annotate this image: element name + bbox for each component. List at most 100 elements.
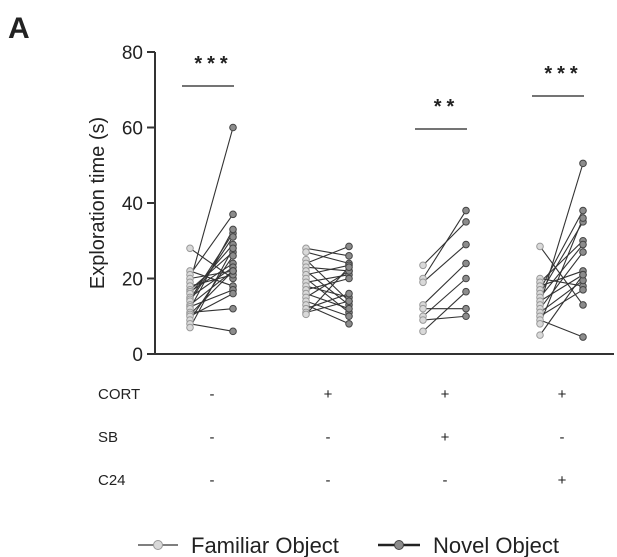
condition-value: + bbox=[441, 429, 450, 446]
group-1 bbox=[186, 123, 237, 336]
pair-line bbox=[539, 246, 584, 306]
condition-value: - bbox=[560, 429, 565, 446]
condition-value: - bbox=[326, 472, 331, 489]
novel-point bbox=[229, 123, 237, 132]
pair-line bbox=[539, 163, 584, 306]
y-tick-label: 40 bbox=[122, 194, 143, 215]
familiar-point bbox=[536, 242, 544, 251]
pair-line bbox=[422, 244, 467, 283]
novel-point bbox=[579, 301, 587, 309]
pair-line bbox=[305, 247, 350, 257]
legend-novel-marker bbox=[394, 540, 404, 550]
novel-point bbox=[462, 240, 470, 249]
novel-point bbox=[229, 289, 237, 298]
novel-point bbox=[462, 274, 470, 283]
pair-line bbox=[305, 270, 350, 306]
novel-point bbox=[345, 242, 353, 251]
pair-line bbox=[539, 270, 584, 287]
pair-line bbox=[189, 251, 234, 291]
familiar-point bbox=[419, 304, 427, 313]
novel-point bbox=[462, 287, 470, 296]
significance-layer: ******** bbox=[182, 53, 584, 130]
y-ticks: 0 20 40 60 80 bbox=[122, 43, 155, 366]
pair-line bbox=[189, 214, 234, 276]
novel-point bbox=[579, 214, 587, 222]
condition-value: - bbox=[326, 429, 331, 446]
novel-point bbox=[345, 263, 353, 271]
condition-value: + bbox=[324, 386, 333, 403]
pair-line bbox=[539, 251, 584, 310]
pair-line bbox=[539, 210, 584, 291]
pair-line bbox=[305, 245, 350, 264]
novel-point bbox=[229, 225, 237, 234]
novel-point bbox=[229, 210, 237, 219]
pair-line bbox=[422, 315, 467, 321]
condition-value: - bbox=[210, 386, 215, 403]
pair-line bbox=[189, 248, 234, 328]
condition-value: - bbox=[210, 472, 215, 489]
pair-line bbox=[422, 278, 467, 317]
pair-line bbox=[539, 240, 584, 283]
groups-layer bbox=[186, 123, 587, 341]
pair-line bbox=[189, 293, 234, 317]
y-tick-label: 60 bbox=[122, 119, 143, 140]
pair-line bbox=[305, 278, 350, 313]
familiar-point bbox=[186, 323, 194, 332]
group-2 bbox=[302, 242, 353, 328]
novel-point bbox=[579, 240, 587, 249]
novel-point bbox=[229, 327, 237, 336]
group-4 bbox=[536, 159, 587, 341]
pair-line bbox=[539, 274, 584, 336]
pair-line bbox=[189, 262, 234, 293]
novel-point bbox=[462, 259, 470, 268]
familiar-point bbox=[419, 261, 427, 270]
familiar-point bbox=[536, 331, 544, 339]
condition-label: CORT bbox=[98, 386, 140, 403]
condition-value: + bbox=[558, 472, 567, 489]
novel-point bbox=[579, 206, 587, 215]
novel-point bbox=[345, 320, 353, 328]
novel-point bbox=[579, 333, 587, 341]
pair-line bbox=[305, 266, 350, 315]
condition-value: + bbox=[558, 386, 567, 403]
pair-line bbox=[189, 229, 234, 309]
legend: Familiar Object Novel Object bbox=[138, 533, 559, 557]
novel-point bbox=[462, 312, 470, 321]
familiar-point bbox=[302, 248, 310, 256]
pair-line bbox=[189, 247, 234, 279]
novel-point bbox=[579, 286, 587, 294]
condition-value: - bbox=[210, 429, 215, 446]
condition-value: + bbox=[441, 386, 450, 403]
significance-stars: ** bbox=[434, 96, 460, 118]
significance-stars: *** bbox=[544, 63, 582, 85]
novel-point bbox=[462, 304, 470, 313]
familiar-point bbox=[302, 310, 310, 319]
conditions-table: CORT - + + + SB - - + - C24 - - - + bbox=[98, 386, 567, 489]
novel-point bbox=[229, 267, 237, 275]
pair-line bbox=[305, 259, 350, 302]
novel-point bbox=[229, 304, 237, 313]
novel-point bbox=[345, 297, 353, 305]
pair-line bbox=[189, 270, 234, 315]
pair-line bbox=[305, 300, 350, 314]
condition-value: - bbox=[443, 472, 448, 489]
novel-point bbox=[345, 289, 353, 298]
y-axis-label: Exploration time (s) bbox=[87, 117, 109, 289]
pair-line bbox=[305, 264, 350, 276]
pair-line bbox=[422, 291, 467, 332]
pair-line bbox=[189, 266, 234, 298]
novel-point bbox=[229, 233, 237, 241]
familiar-point bbox=[419, 316, 427, 324]
y-tick-label: 20 bbox=[122, 270, 143, 291]
condition-label: SB bbox=[98, 429, 118, 446]
novel-point bbox=[345, 252, 353, 260]
y-tick-label: 0 bbox=[132, 345, 143, 366]
novel-point bbox=[462, 218, 470, 226]
familiar-point bbox=[419, 278, 427, 287]
pair-line bbox=[305, 304, 350, 325]
pair-line bbox=[422, 210, 467, 279]
pair-line bbox=[539, 217, 584, 325]
pair-line bbox=[189, 323, 234, 332]
pair-line bbox=[189, 270, 234, 287]
